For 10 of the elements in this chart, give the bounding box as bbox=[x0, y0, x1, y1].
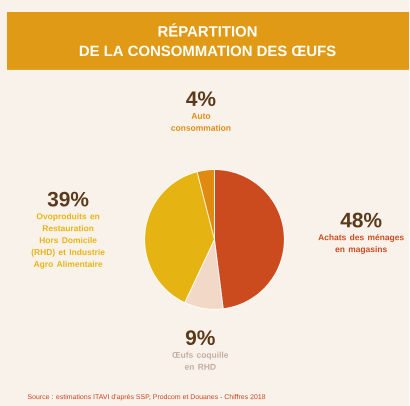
data-label: 48% bbox=[340, 212, 382, 228]
chart-title: RÉPARTITION bbox=[158, 23, 256, 37]
slice-label: Auto consommation bbox=[171, 113, 230, 131]
data-label: 9% bbox=[186, 330, 215, 346]
slice-label: Achats des ménages en magasins bbox=[318, 234, 404, 254]
chart-subtitle: DE LA CONSOMMATION DES ŒUFS bbox=[80, 46, 336, 56]
data-label: 4% bbox=[186, 91, 216, 106]
data-label: 39% bbox=[48, 192, 88, 207]
slice-label: Œufs coquille en RHD bbox=[172, 352, 228, 370]
slice-label: Ovoproduits en Restauration Hors Domicile (RHD) et Industrie Agro Alimentaire bbox=[32, 213, 105, 269]
